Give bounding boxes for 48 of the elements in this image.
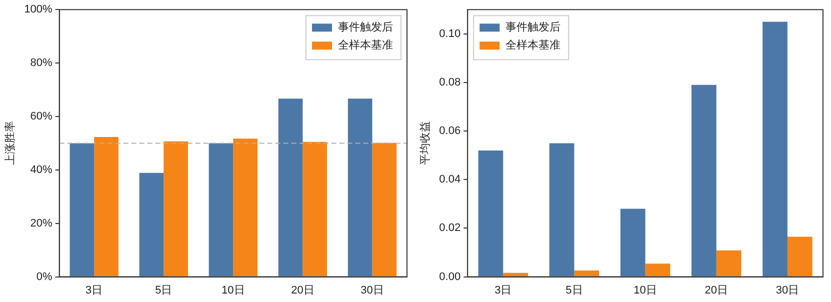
x-tick-label: 20日 (291, 284, 314, 296)
legend-label: 事件触发后 (506, 20, 561, 34)
bar (762, 22, 788, 276)
bar (208, 143, 234, 276)
x-tick-label: 3日 (86, 284, 103, 296)
bar (302, 142, 328, 276)
y-axis-title: 平均收益 (420, 121, 432, 166)
x-tick-label: 20日 (704, 284, 728, 296)
bar (503, 272, 528, 276)
x-tick-label: 30日 (360, 284, 384, 296)
bar (692, 84, 716, 276)
x-tick-label: 10日 (634, 284, 657, 296)
y-tick-label: 0.04 (439, 174, 461, 186)
bar (645, 264, 670, 276)
legend-label: 事件触发后 (338, 20, 393, 34)
legend-label: 全样本基准 (338, 38, 393, 52)
bar (787, 236, 812, 276)
x-tick-label: 5日 (566, 284, 583, 296)
x-tick-label: 30日 (776, 284, 800, 296)
bar (139, 172, 164, 276)
y-tick-label: 0.08 (439, 76, 461, 89)
bar (164, 141, 188, 276)
x-tick-label: 3日 (494, 284, 512, 296)
bar (478, 150, 504, 276)
y-tick-label: 0.06 (439, 125, 461, 138)
y-tick-label: 60% (30, 110, 53, 123)
bar (233, 138, 258, 276)
y-tick-label: 80% (30, 57, 53, 70)
y-tick-label: 0% (36, 270, 53, 283)
bar (549, 143, 574, 276)
y-tick-label: 0.10 (439, 28, 461, 40)
bar (348, 98, 372, 276)
y-tick-label: 0.02 (439, 222, 461, 234)
x-tick-label: 5日 (155, 284, 172, 296)
x-tick-label: 10日 (222, 284, 245, 296)
y-tick-label: 100% (24, 4, 53, 16)
bar (716, 250, 742, 276)
bar (94, 137, 118, 276)
legend-label: 全样本基准 (506, 38, 561, 52)
y-tick-label: 20% (30, 217, 53, 230)
bar (278, 98, 303, 276)
bar (70, 143, 94, 276)
y-tick-label: 0.00 (439, 270, 461, 283)
y-axis-title: 上涨胜率 (4, 121, 17, 166)
bar (372, 142, 397, 276)
bar (620, 208, 646, 276)
bar (574, 270, 600, 276)
y-tick-label: 40% (30, 164, 53, 176)
